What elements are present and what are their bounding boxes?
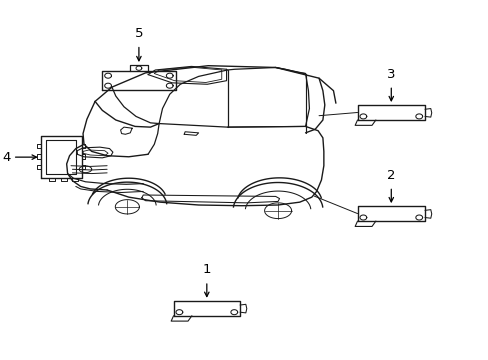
Text: 2: 2 [386, 169, 395, 182]
Text: 1: 1 [202, 264, 211, 276]
Text: 3: 3 [386, 68, 395, 81]
Text: 4: 4 [2, 150, 11, 164]
Text: 5: 5 [134, 27, 143, 40]
